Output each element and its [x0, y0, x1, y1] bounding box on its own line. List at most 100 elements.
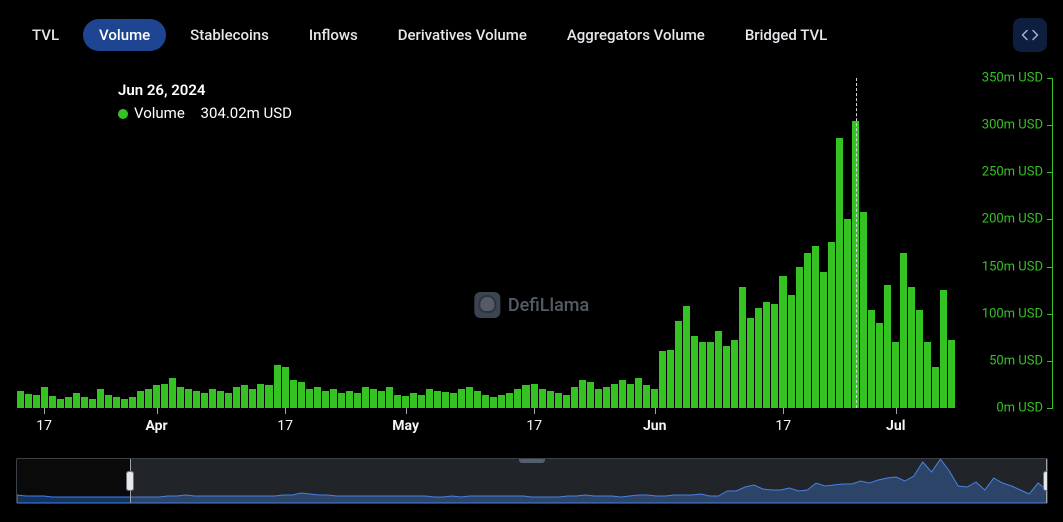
chart-bar[interactable] — [531, 384, 538, 409]
chart-bar[interactable] — [410, 393, 417, 408]
chart-bar[interactable] — [105, 395, 112, 408]
chart-bar[interactable] — [25, 394, 32, 408]
chart-bar[interactable] — [49, 396, 56, 408]
chart-bar[interactable] — [683, 306, 690, 408]
chart-bar[interactable] — [707, 342, 714, 408]
chart-bar[interactable] — [274, 365, 281, 408]
chart-bar[interactable] — [386, 387, 393, 408]
chart-bar[interactable] — [290, 380, 297, 408]
chart-bar[interactable] — [731, 340, 738, 408]
chart-bar[interactable] — [763, 302, 770, 408]
chart-bar[interactable] — [755, 308, 762, 408]
chart-bar[interactable] — [771, 304, 778, 408]
chart-bar[interactable] — [820, 272, 827, 408]
chart-bar[interactable] — [378, 391, 385, 408]
chart-bar[interactable] — [153, 385, 160, 408]
chart-bar[interactable] — [81, 397, 88, 408]
chart-bar[interactable] — [522, 385, 529, 408]
chart-bar[interactable] — [490, 397, 497, 408]
chart-bar[interactable] — [65, 397, 72, 408]
chart-bar[interactable] — [908, 287, 915, 408]
chart-bar[interactable] — [322, 391, 329, 408]
chart-bar[interactable] — [860, 212, 867, 408]
chart-bar[interactable] — [442, 392, 449, 408]
chart-bar[interactable] — [635, 378, 642, 408]
chart-bar[interactable] — [201, 393, 208, 408]
chart-bar[interactable] — [466, 387, 473, 408]
chart-bar[interactable] — [161, 384, 168, 409]
chart-bar[interactable] — [33, 395, 40, 408]
chart-bar[interactable] — [338, 393, 345, 408]
chart-bar[interactable] — [113, 397, 120, 408]
chart-bar[interactable] — [185, 389, 192, 408]
code-button[interactable] — [1013, 18, 1047, 52]
chart-bar[interactable] — [498, 395, 505, 408]
chart-bar[interactable] — [458, 389, 465, 408]
chart-bar[interactable] — [796, 267, 803, 408]
chart-bar[interactable] — [595, 389, 602, 408]
tab-volume[interactable]: Volume — [83, 19, 166, 51]
chart-bar[interactable] — [426, 389, 433, 408]
tab-stablecoins[interactable]: Stablecoins — [174, 19, 285, 51]
chart-bar[interactable] — [265, 385, 272, 408]
chart-bar[interactable] — [209, 389, 216, 408]
chart-bar[interactable] — [571, 387, 578, 408]
chart-bar[interactable] — [241, 385, 248, 408]
chart-bar[interactable] — [900, 253, 907, 408]
chart-bar[interactable] — [876, 323, 883, 408]
chart-bar[interactable] — [651, 389, 658, 408]
chart-bar[interactable] — [330, 389, 337, 408]
chart-bar[interactable] — [812, 246, 819, 408]
chart-bar[interactable] — [547, 391, 554, 408]
chart-bar[interactable] — [916, 310, 923, 408]
chart-bar[interactable] — [233, 387, 240, 408]
chart-bar[interactable] — [225, 393, 232, 408]
brush-selection[interactable] — [130, 459, 1047, 503]
chart-bar[interactable] — [121, 399, 128, 408]
chart-bar[interactable] — [514, 389, 521, 408]
chart-bar[interactable] — [924, 342, 931, 408]
chart-bar[interactable] — [932, 367, 939, 408]
chart-bar[interactable] — [948, 340, 955, 408]
brush-handle-left[interactable] — [126, 471, 134, 491]
chart-bar[interactable] — [747, 318, 754, 409]
chart-bar[interactable] — [506, 393, 513, 408]
chart-bar[interactable] — [314, 387, 321, 408]
chart-bar[interactable] — [474, 391, 481, 408]
chart-bar[interactable] — [137, 391, 144, 408]
brush-handle-right[interactable] — [1043, 471, 1047, 491]
tab-bridged-tvl[interactable]: Bridged TVL — [729, 19, 843, 51]
chart-bar[interactable] — [354, 393, 361, 408]
chart-bar[interactable] — [298, 382, 305, 408]
chart-bar[interactable] — [779, 276, 786, 408]
tab-aggregators-volume[interactable]: Aggregators Volume — [551, 19, 721, 51]
chart-bar[interactable] — [699, 342, 706, 408]
chart-bar[interactable] — [868, 310, 875, 408]
chart-bar[interactable] — [282, 367, 289, 408]
chart-bar[interactable] — [892, 342, 899, 408]
chart-bar[interactable] — [370, 389, 377, 408]
chart-bar[interactable] — [57, 399, 64, 408]
chart-bar[interactable] — [306, 389, 313, 408]
chart-bar[interactable] — [675, 321, 682, 408]
chart-bar[interactable] — [129, 397, 136, 408]
chart-bar[interactable] — [89, 399, 96, 408]
chart-bar[interactable] — [715, 331, 722, 408]
chart-bar[interactable] — [539, 389, 546, 408]
chart-bar[interactable] — [346, 391, 353, 408]
tab-inflows[interactable]: Inflows — [293, 19, 374, 51]
chart-bar[interactable] — [177, 387, 184, 408]
chart-bar[interactable] — [555, 393, 562, 408]
chart-bar[interactable] — [563, 395, 570, 408]
chart-bar[interactable] — [619, 380, 626, 408]
chart-bar[interactable] — [362, 387, 369, 408]
chart-bar[interactable] — [643, 385, 650, 408]
chart-bar[interactable] — [249, 389, 256, 408]
chart-bar[interactable] — [17, 391, 24, 408]
range-brush[interactable] — [16, 458, 1048, 504]
chart-bar[interactable] — [482, 395, 489, 408]
chart-bar[interactable] — [97, 389, 104, 408]
tab-tvl[interactable]: TVL — [16, 19, 75, 51]
chart-bar[interactable] — [257, 384, 264, 409]
chart-bar[interactable] — [73, 393, 80, 408]
